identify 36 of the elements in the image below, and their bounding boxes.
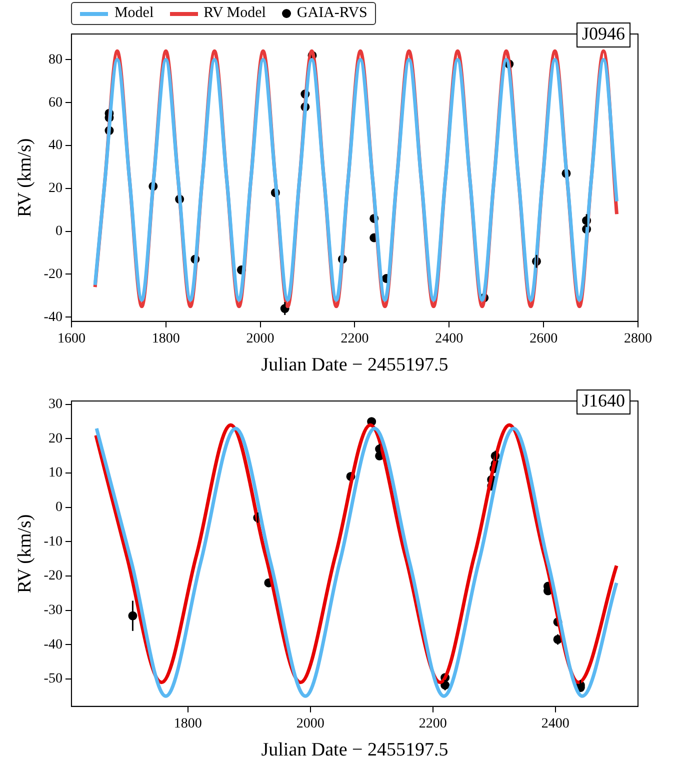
y-tick-label: -10 bbox=[44, 534, 62, 550]
x-tick-label: 2400 bbox=[435, 331, 464, 346]
y-tick-label: -40 bbox=[44, 310, 62, 325]
y-tick-label: -20 bbox=[44, 568, 62, 584]
y-tick-label: 30 bbox=[48, 397, 62, 412]
y-tick-label: -30 bbox=[44, 602, 62, 618]
x-tick-label: 2000 bbox=[246, 331, 274, 346]
x-tick-label: 2400 bbox=[541, 716, 570, 732]
y-tick-label: 60 bbox=[48, 95, 62, 110]
x-tick-label: 2800 bbox=[624, 331, 652, 346]
annotation: J1640 bbox=[582, 390, 626, 411]
x-tick-label: 1800 bbox=[174, 716, 202, 732]
x-tick-label: 2200 bbox=[418, 716, 447, 732]
y-axis-title: RV (km/s) bbox=[14, 514, 36, 594]
x-tick-label: 2000 bbox=[296, 716, 324, 732]
y-tick-label: 0 bbox=[55, 224, 62, 239]
y-tick-label: 20 bbox=[48, 431, 62, 446]
legend-label: RV Model bbox=[204, 5, 266, 22]
y-tick-label: -50 bbox=[44, 672, 62, 687]
annotation: J0946 bbox=[582, 24, 626, 44]
y-tick-label: -20 bbox=[44, 266, 62, 282]
x-axis-title: Julian Date − 2455197.5 bbox=[261, 740, 448, 761]
x-tick-label: 1800 bbox=[152, 331, 180, 346]
legend-label: GAIA-RVS bbox=[296, 5, 368, 22]
y-tick-label: 10 bbox=[48, 466, 62, 481]
y-tick-label: 0 bbox=[55, 500, 62, 516]
x-tick-label: 2600 bbox=[530, 331, 558, 346]
x-tick-label: 2200 bbox=[340, 331, 369, 346]
x-tick-label: 1600 bbox=[57, 331, 86, 346]
y-tick-label: -40 bbox=[44, 637, 62, 652]
y-tick-label: 80 bbox=[48, 52, 62, 68]
y-tick-label: 20 bbox=[48, 181, 62, 196]
y-axis-title: RV (km/s) bbox=[14, 138, 36, 218]
legend-label: Model bbox=[114, 5, 154, 22]
x-axis-title: Julian Date − 2455197.5 bbox=[261, 354, 448, 376]
y-tick-label: 40 bbox=[48, 138, 62, 154]
